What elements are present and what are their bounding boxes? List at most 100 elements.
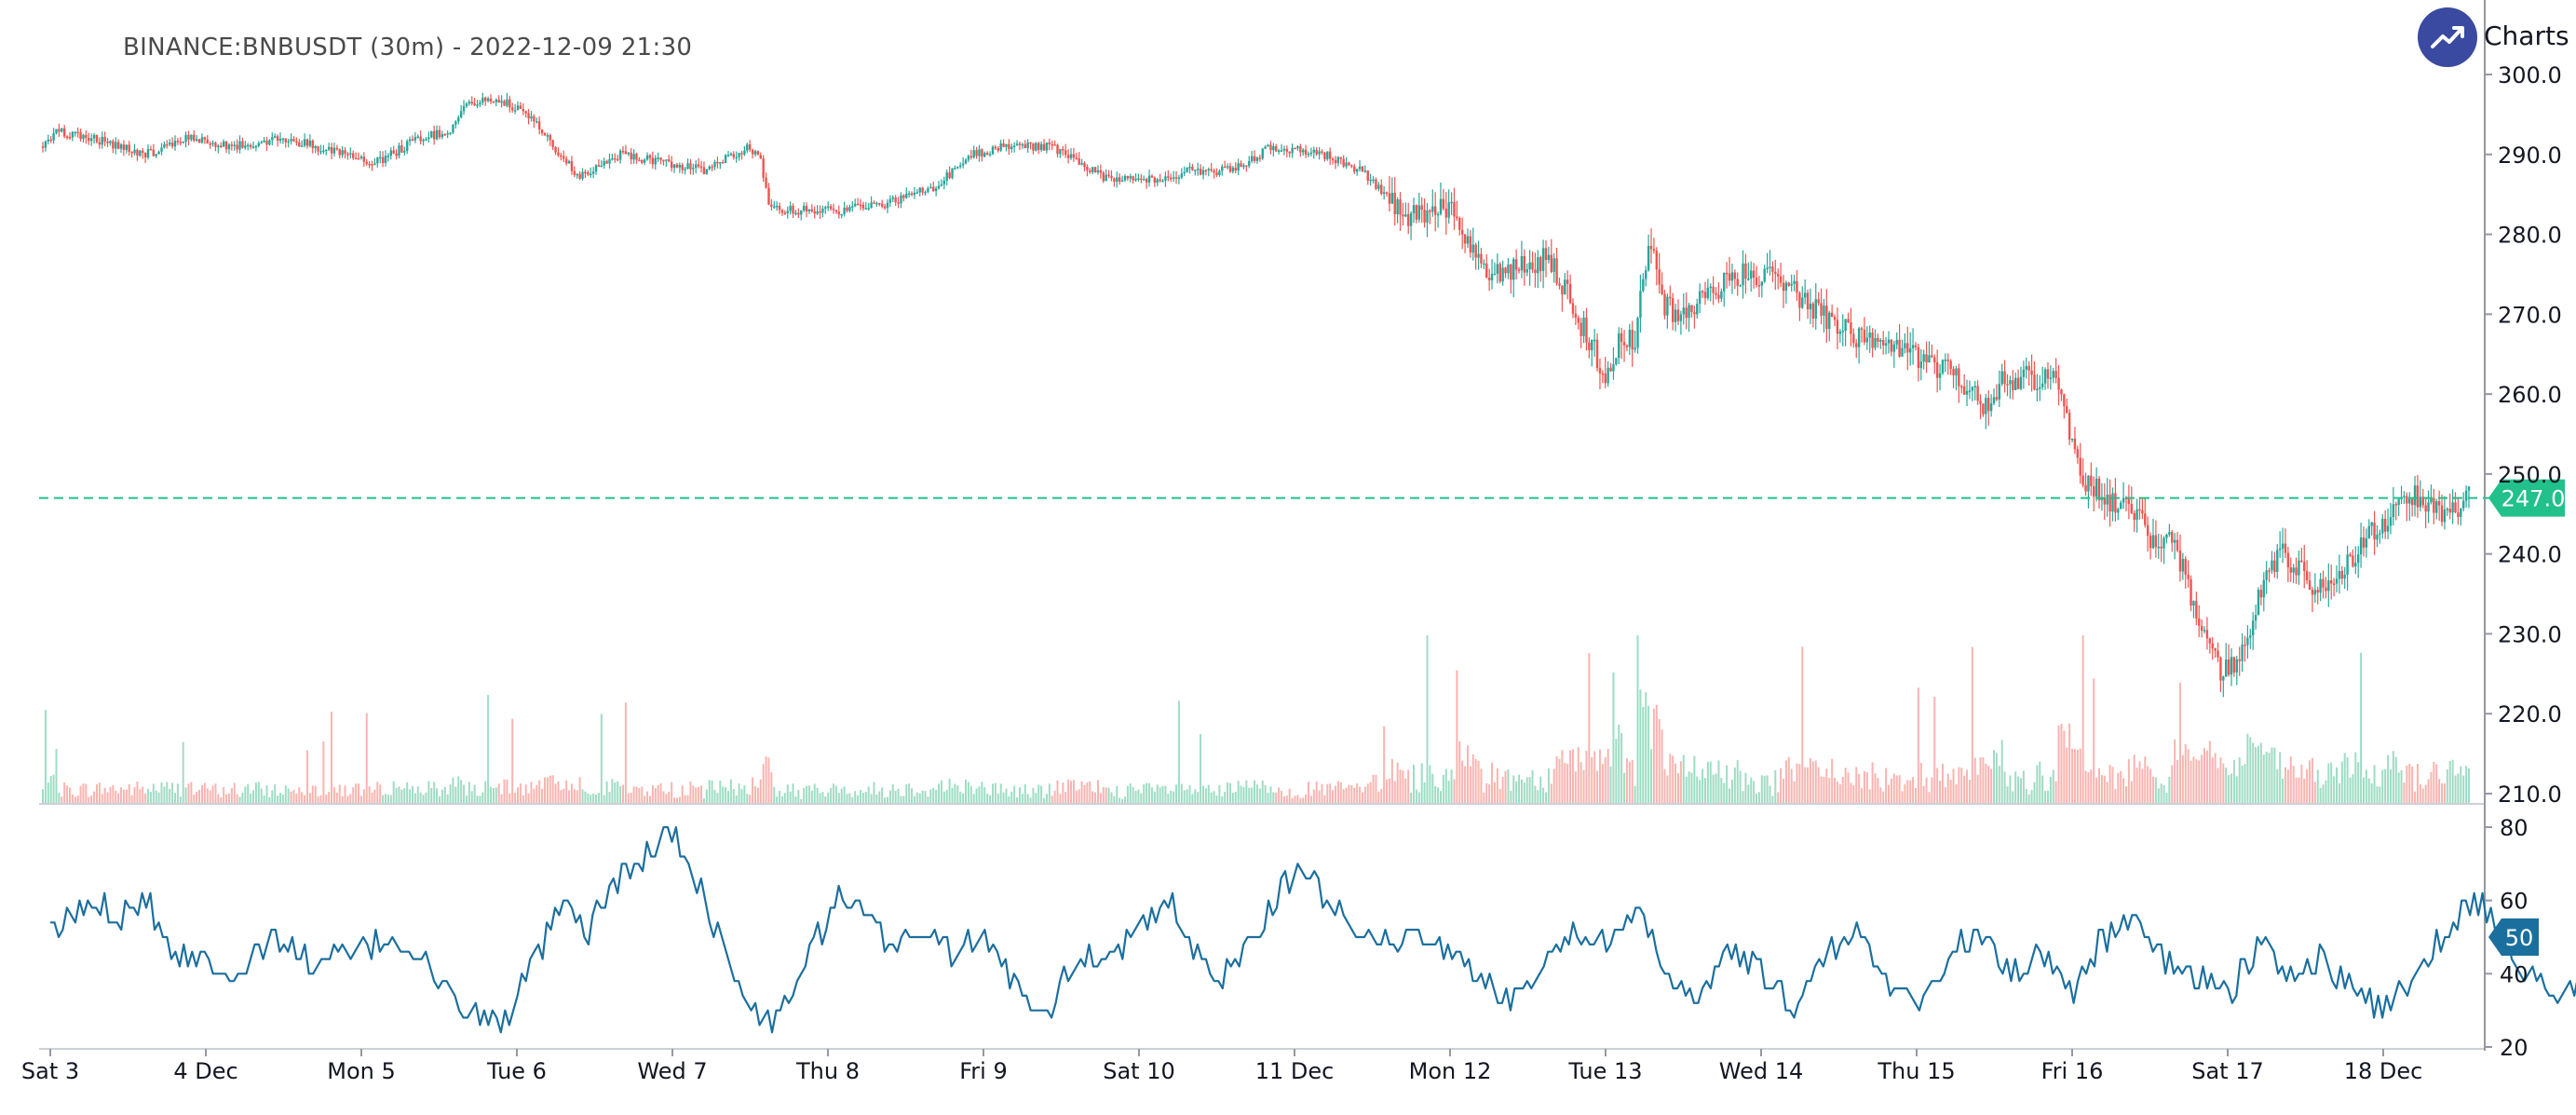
candle <box>1280 143 1283 152</box>
volume-bar <box>322 741 325 803</box>
candle-body <box>1958 368 1960 387</box>
volume-bar <box>641 786 644 803</box>
candle-body <box>1361 166 1364 172</box>
candle <box>945 169 948 186</box>
volume-bar <box>2284 767 2286 803</box>
volume-bar <box>600 714 603 803</box>
candle-body <box>1952 369 1955 375</box>
candle <box>2208 637 2212 654</box>
volume-bar <box>1323 795 1326 803</box>
brand-logo[interactable] <box>2418 7 2477 67</box>
candle-body <box>617 158 619 161</box>
candle <box>195 135 198 143</box>
candle <box>2043 367 2047 390</box>
candle-body <box>954 168 956 170</box>
candle-body <box>991 146 995 155</box>
candle-body <box>929 186 932 189</box>
candle-body <box>2273 560 2276 573</box>
candle <box>1796 269 1798 301</box>
candle <box>1399 192 1402 232</box>
volume-bar <box>1471 754 1474 803</box>
candle <box>193 129 196 143</box>
volume-bar <box>1898 775 1901 803</box>
candle <box>357 152 360 160</box>
candle <box>983 151 986 158</box>
candle-body <box>430 130 433 138</box>
candle <box>1242 163 1245 170</box>
volume-bar <box>1186 789 1188 803</box>
volume-bar <box>1933 697 1936 803</box>
volume-bar <box>1105 787 1107 803</box>
candle-body <box>305 139 309 146</box>
volume-bar <box>98 782 101 803</box>
volume-bar <box>1574 771 1577 803</box>
candle-body <box>106 141 109 143</box>
volume-bar <box>1210 792 1213 803</box>
volume-bar <box>1029 797 1032 803</box>
candle-body <box>767 187 770 205</box>
volume-bar <box>1804 767 1807 803</box>
volume-bar <box>2252 742 2255 803</box>
candle <box>792 203 794 218</box>
volume-bar <box>1021 793 1024 803</box>
candle-body <box>2222 676 2225 681</box>
candle <box>510 102 514 114</box>
candle <box>2176 532 2179 552</box>
volume-bar <box>1413 764 1416 803</box>
volume-bar <box>1227 782 1229 803</box>
volume-bar <box>972 794 975 803</box>
volume-bar <box>2325 780 2327 803</box>
volume-bar <box>2114 789 2117 803</box>
candle <box>1593 329 1596 357</box>
candle <box>2063 393 2066 419</box>
volume-bar <box>549 775 551 803</box>
candle <box>934 185 938 197</box>
volume-bar <box>1245 780 1248 803</box>
volume-bar <box>644 795 646 803</box>
volume-bar <box>1987 765 1990 803</box>
candle <box>2408 492 2411 522</box>
volume-bar <box>1062 782 1064 803</box>
candle <box>2127 484 2131 520</box>
candle-body <box>1809 303 1812 310</box>
candle-body <box>578 173 581 179</box>
volume-bar <box>2135 768 2138 803</box>
candle-body <box>681 164 684 170</box>
volume-bar <box>1221 795 1224 803</box>
candle-body <box>1089 170 1091 172</box>
candle <box>1147 170 1151 187</box>
candle-body <box>1962 386 1966 395</box>
candle-body <box>398 145 400 156</box>
candle-body <box>1223 166 1227 169</box>
candle-body <box>209 143 211 145</box>
candle-body <box>1213 170 1215 173</box>
candle-body <box>2043 369 2047 384</box>
x-tick-label: Fri 9 <box>959 1058 1008 1084</box>
volume-bar <box>1591 756 1593 803</box>
candle <box>1116 171 1119 188</box>
candle <box>1838 329 1842 343</box>
candle-body <box>1339 156 1342 159</box>
candle-body <box>2257 590 2260 616</box>
candle <box>1922 349 1925 370</box>
candle-body <box>1784 282 1788 292</box>
candle-body <box>1685 307 1688 319</box>
candle-body <box>624 151 628 155</box>
candle-body <box>1863 329 1866 343</box>
volume-bar <box>1882 791 1885 803</box>
candle <box>1277 148 1281 155</box>
candle <box>2265 561 2268 594</box>
candle-body <box>281 138 285 141</box>
volume-bar <box>1780 768 1783 803</box>
candle <box>1836 307 1839 349</box>
candle-body <box>859 204 862 207</box>
candle-body <box>2060 389 2063 395</box>
candle-body <box>2379 533 2381 536</box>
candle-body <box>1574 313 1578 319</box>
candle <box>2443 496 2447 530</box>
candle <box>116 139 120 150</box>
volume-bar <box>651 785 654 803</box>
volume-bar <box>305 750 308 803</box>
volume-bar <box>1995 753 1998 803</box>
